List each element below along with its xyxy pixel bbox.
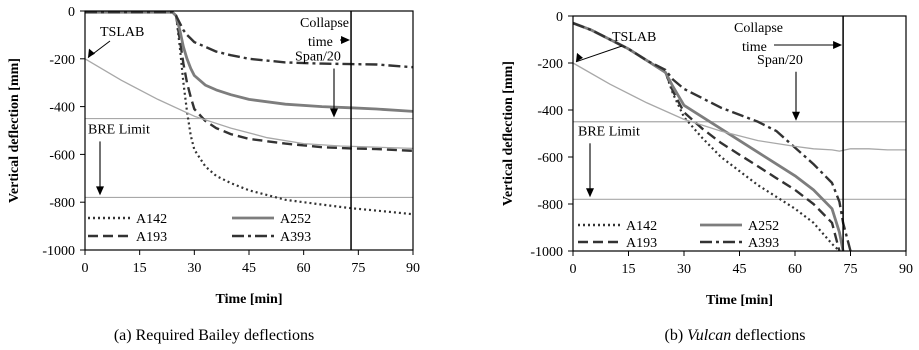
collapse-arrowhead xyxy=(341,36,351,44)
legend-label-a193: A193 xyxy=(626,236,657,251)
x-tick-label: 75 xyxy=(844,262,858,277)
legend-label-a252: A252 xyxy=(280,212,311,227)
x-axis-title: Time [min] xyxy=(215,292,282,307)
panel-caption: (a) Required Bailey deflections xyxy=(114,327,314,344)
collapse-label: Collapse xyxy=(734,21,783,36)
panel-a: 0 15 30 45 60 75 90 0 -200 -400 -600 -800 -1000 Time … xyxy=(7,5,420,344)
span20-arrowhead xyxy=(330,108,338,118)
caption-prefix: (b) xyxy=(665,327,688,344)
y-tick-label: -400 xyxy=(49,101,75,116)
x-tick-label: 30 xyxy=(187,261,201,276)
series-line-tslab xyxy=(572,62,906,152)
x-tick-label: 30 xyxy=(677,262,691,277)
y-tick-label: 0 xyxy=(556,10,563,25)
y-tick-label: -600 xyxy=(537,151,563,166)
span20-label: Span/20 xyxy=(757,53,803,68)
x-tick-label: 45 xyxy=(242,261,256,276)
y-tick-label: -800 xyxy=(537,198,563,213)
panel-b: 0 15 30 45 60 75 90 0 -200 -400 -600 -800 -1000 Time … xyxy=(501,10,913,344)
tslab-arrowhead xyxy=(576,52,583,62)
tslab-arrowhead xyxy=(88,48,95,58)
bre-limit-label: BRE Limit xyxy=(88,122,150,137)
x-tick-label: 45 xyxy=(733,262,747,277)
span20-arrowhead xyxy=(792,111,800,121)
y-tick-label: 0 xyxy=(68,5,75,20)
legend-label-a393: A393 xyxy=(748,236,779,251)
series-line-tslab xyxy=(84,58,414,150)
series-line-a252 xyxy=(85,10,414,113)
legend-label-a142: A142 xyxy=(136,212,167,227)
y-tick-label: -200 xyxy=(49,53,75,68)
series-line-a393 xyxy=(85,10,414,69)
x-tick-label: 60 xyxy=(788,262,802,277)
bre-arrowhead xyxy=(586,188,594,198)
tslab-leader-line xyxy=(575,45,623,63)
caption-suffix: deflections xyxy=(731,327,805,344)
series-line-a142 xyxy=(572,22,841,252)
panel-caption: (b) Vulcan deflections xyxy=(665,327,806,344)
tslab-label: TSLAB xyxy=(100,25,144,40)
legend-label-a393: A393 xyxy=(280,230,311,245)
series-line-a142 xyxy=(85,11,414,216)
y-tick-label: -800 xyxy=(49,196,75,211)
x-tick-label: 90 xyxy=(899,262,913,277)
collapse-label-2: time xyxy=(308,35,333,50)
collapse-label-2: time xyxy=(742,40,767,55)
y-axis-title: Vertical deflection [mm] xyxy=(501,61,516,206)
bre-arrowhead xyxy=(96,186,104,196)
series-line-a393 xyxy=(572,21,852,252)
series-line-a193 xyxy=(85,10,414,152)
tslab-label: TSLAB xyxy=(612,30,656,45)
legend-label-a252: A252 xyxy=(748,219,779,234)
x-tick-label: 90 xyxy=(406,261,420,276)
collapse-label: Collapse xyxy=(300,16,349,31)
bre-limit-label: BRE Limit xyxy=(578,124,640,139)
x-tick-label: 15 xyxy=(622,262,636,277)
x-tick-label: 75 xyxy=(351,261,365,276)
y-tick-label: -400 xyxy=(537,104,563,119)
y-tick-label: -200 xyxy=(537,57,563,72)
y-tick-label: -600 xyxy=(49,148,75,163)
x-tick-label: 0 xyxy=(570,262,577,277)
x-tick-label: 60 xyxy=(297,261,311,276)
caption-italic: Vulcan xyxy=(687,327,731,344)
span20-label: Span/20 xyxy=(295,50,341,65)
legend-label-a193: A193 xyxy=(136,230,167,245)
y-axis-title: Vertical deflection [mm] xyxy=(7,58,22,203)
y-tick-label: -1000 xyxy=(530,245,563,260)
y-tick-label: -1000 xyxy=(42,244,75,259)
x-tick-label: 0 xyxy=(82,261,89,276)
legend-label-a142: A142 xyxy=(626,219,657,234)
x-tick-label: 15 xyxy=(133,261,147,276)
collapse-arrowhead xyxy=(833,41,843,49)
x-axis-title: Time [min] xyxy=(706,293,773,308)
